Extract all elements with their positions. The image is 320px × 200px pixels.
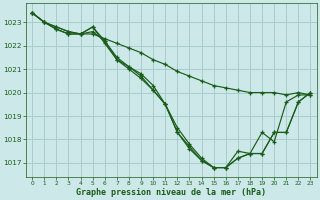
X-axis label: Graphe pression niveau de la mer (hPa): Graphe pression niveau de la mer (hPa) bbox=[76, 188, 266, 197]
